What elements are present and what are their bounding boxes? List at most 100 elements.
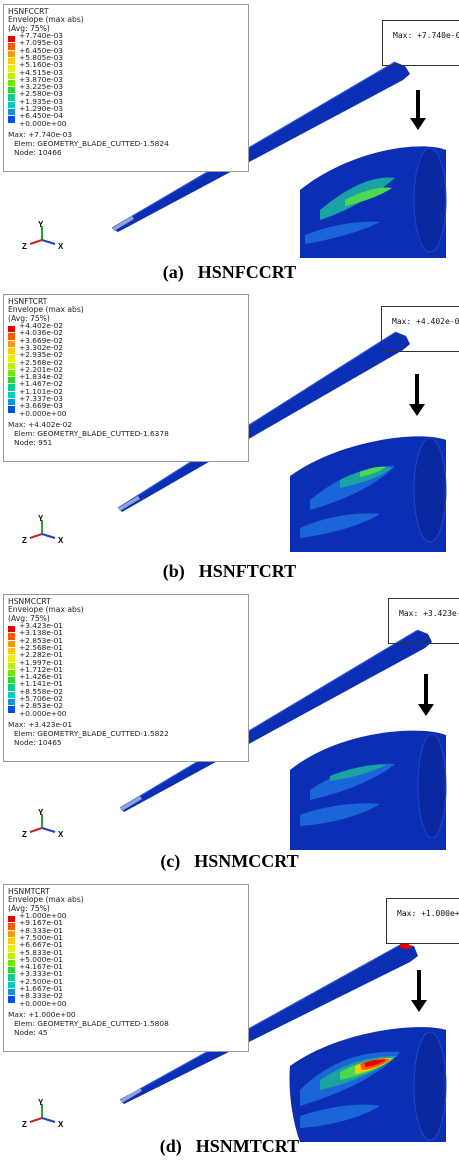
contour-legend: HSNMCCRT Envelope (max abs) (Avg: 75%) +… [3,594,249,762]
caption-name: HSNFTCRT [198,561,297,581]
scale-swatch [8,981,15,989]
axis-x-label: X [58,1120,64,1129]
scale-value-label: +5.805e-03 [19,52,63,62]
scale-value-label: +2.935e-02 [19,350,63,360]
legend-node: Node: 45 [14,1028,48,1037]
scale-value-label: +6.450e-03 [19,45,63,55]
panel-c: HSNMCCRT Envelope (max abs) (Avg: 75%) +… [0,590,459,880]
axis-y-label: Y [38,1098,44,1107]
scale-value-label: +7.337e-03 [19,394,63,403]
scale-swatch [8,633,15,640]
scale-swatch [8,655,15,662]
scale-value-label: +4.036e-02 [19,328,63,338]
legend-avg: (Avg: 75%) [8,23,50,33]
scale-swatch [8,684,15,691]
scale-value-label: +3.333e-01 [19,969,63,979]
scale-value-label: +2.568e-01 [19,642,63,652]
axis-x-label: X [58,242,64,251]
axis-z-label: Z [22,536,27,545]
scale-swatch [8,362,15,369]
legend-node: Node: 10466 [14,148,62,157]
legend-elem: Elem: GEOMETRY_BLADE_CUTTED-1.6378 [14,429,169,438]
scale-value-label: +3.870e-03 [19,74,63,84]
scale-swatch [8,377,15,384]
figure-caption: (b) HSNFTCRT [0,561,459,582]
scale-value-label: +2.282e-01 [19,650,63,660]
scale-value-label: +3.423e-01 [19,621,63,630]
scale-value-label: +1.997e-01 [19,657,63,667]
scale-swatch [8,952,15,959]
legend-avg: (Avg: 75%) [8,903,50,913]
scale-value-label: +8.333e-02 [19,991,63,1001]
scale-value-label: +5.706e-02 [19,694,63,703]
legend-title: HSNMTCRT [8,887,50,896]
scale-value-label: +1.667e-01 [19,984,63,993]
max-callout-label: Max: +3.423e-01 [399,609,459,618]
legend-envelope: Envelope (max abs) [8,305,84,315]
scale-value-label: +7.740e-03 [19,31,63,40]
scale-value-label: +1.101e-02 [19,386,63,396]
scale-swatch [8,923,15,930]
scale-swatch [8,355,15,362]
scale-value-label: +8.558e-02 [19,686,63,696]
axis-z-label: Z [22,830,27,839]
scale-value-label: +3.225e-03 [19,82,63,92]
caption-name: HSNFCCRT [197,262,297,282]
scale-swatch [8,369,15,377]
caption-label: (b) [162,561,185,581]
blade-render [29,629,447,850]
blade-render [29,61,447,258]
scale-value-label: +7.500e-01 [19,932,63,942]
axis-triad [29,520,56,539]
axis-triad [29,814,56,833]
scale-swatch [8,945,15,952]
scale-value-label: +6.450e-04 [19,111,63,121]
scale-value-label: +2.853e-01 [19,635,63,645]
scale-value-label: +4.515e-03 [19,67,63,77]
scale-swatch [8,94,15,101]
scale-value-label: +4.402e-02 [19,321,63,330]
max-callout-label: Max: +7.740e-03 [393,31,459,40]
scale-value-label: +3.669e-03 [19,401,63,411]
figure-caption: (c) HSNMCCRT [0,851,459,872]
scale-swatch [8,340,15,347]
legend-elem: Elem: GEOMETRY_BLADE_CUTTED-1.5822 [14,729,169,738]
axis-x-label: X [58,830,64,839]
scale-swatch [8,36,15,43]
legend-max: Max: +4.402e-02 [8,420,73,429]
legend-envelope: Envelope (max abs) [8,895,84,905]
scale-swatch [8,967,15,974]
scale-value-label: +1.000e+00 [19,911,67,920]
scale-value-label: +0.000e+00 [19,408,67,418]
scale-swatch [8,347,15,355]
scale-value-label: +4.167e-01 [19,962,63,972]
axis-z-label: Z [22,1120,27,1129]
scale-swatch [8,57,15,65]
panel-d: HSNMTCRT Envelope (max abs) (Avg: 75%) +… [0,880,459,1164]
contour-legend: HSNMTCRT Envelope (max abs) (Avg: 75%) +… [3,884,249,1052]
legend-elem: Elem: GEOMETRY_BLADE_CUTTED-1.5808 [14,1019,169,1028]
scale-swatch [8,101,15,109]
scale-value-label: +1.141e-01 [19,679,63,689]
axis-y-label: Y [38,514,44,523]
legend-avg: (Avg: 75%) [8,313,50,323]
max-callout-box: Max: +7.740e-03 [382,20,459,66]
scale-swatch [8,691,15,699]
scale-value-label: +1.935e-03 [19,96,63,106]
blade-render [29,331,447,552]
scale-swatch [8,72,15,79]
axis-y-label: Y [38,220,44,229]
legend-envelope: Envelope (max abs) [8,605,84,615]
scale-swatch [8,384,15,391]
legend-max: Max: +1.000e+00 [8,1010,76,1019]
scale-value-label: +1.467e-02 [19,379,63,389]
scale-swatch [8,626,15,633]
caption-name: HSNMCCRT [194,851,299,871]
panel-b: HSNFTCRT Envelope (max abs) (Avg: 75%) +… [0,290,459,590]
scale-swatch [8,996,15,1003]
scale-swatch [8,391,15,399]
scale-swatch [8,406,15,413]
scale-value-label: +7.095e-03 [19,38,63,48]
scale-swatch [8,65,15,72]
legend-elem: Elem: GEOMETRY_BLADE_CUTTED-1.5824 [14,139,169,148]
